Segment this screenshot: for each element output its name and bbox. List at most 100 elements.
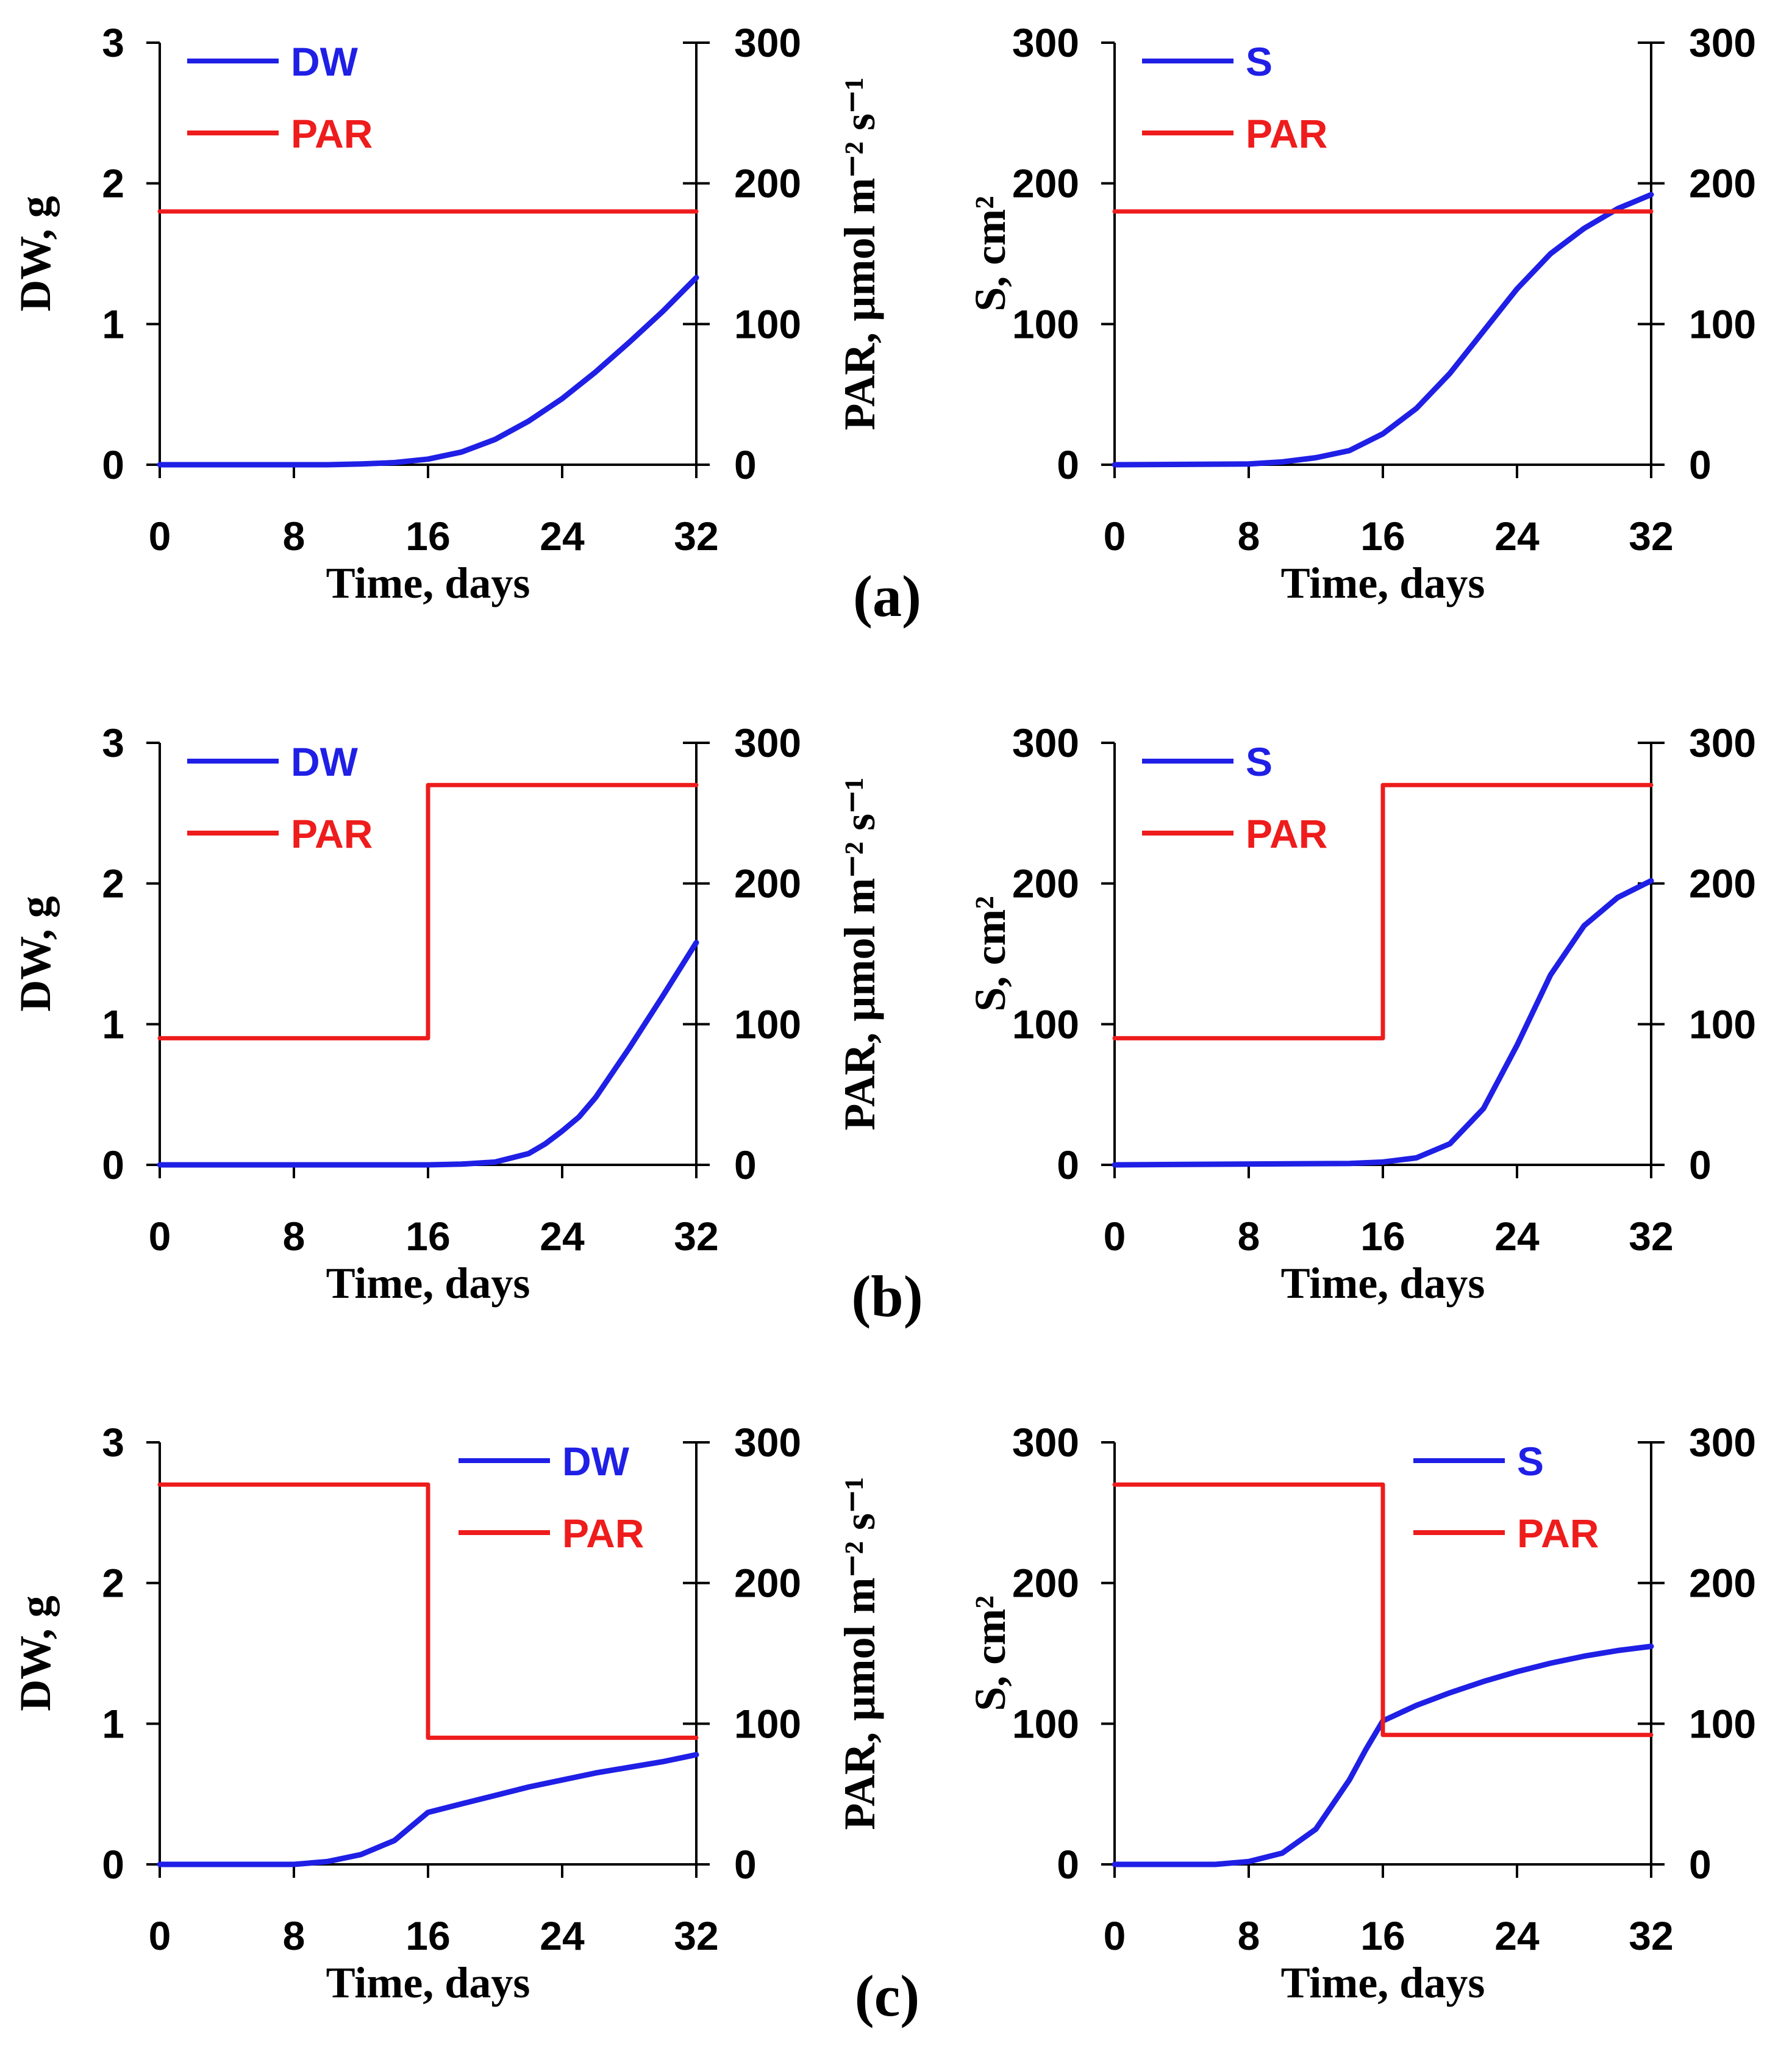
x-tick-label: 0	[149, 514, 171, 559]
x-tick-label: 8	[283, 1214, 305, 1259]
chart-panel-3: 0 8 16 24 32 0 1 2 3 0 100 200 300 Time, days DW, g PAR…	[11, 720, 884, 1308]
x-axis-title: Time, days	[326, 1958, 530, 2007]
y2-axis-title: PAR, µmol m⁻² s⁻¹	[835, 77, 884, 430]
legend-label: PAR	[291, 811, 373, 856]
x-tick-label: 16	[1360, 1214, 1405, 1259]
y-tick-label: 2	[102, 861, 124, 906]
series-line-s	[1112, 1644, 1654, 1867]
x-axis-title: Time, days	[1281, 1259, 1485, 1308]
y-tick-label: 3	[102, 1420, 124, 1465]
y-tick-label: 2	[102, 161, 124, 206]
y-axis-title: S, cm²	[966, 196, 1015, 312]
y-axis-title: DW, g	[11, 196, 60, 311]
series-line-par	[157, 1482, 699, 1740]
panel-label: (a)	[853, 564, 921, 629]
legend-label: PAR	[1246, 811, 1327, 856]
y2-tick-label: 200	[734, 861, 801, 906]
chart-panel-4: 0 8 16 24 32 0 100 200 300 0 100 200 300 Time, days S,…	[966, 720, 1792, 1308]
legend-label: DW	[291, 39, 359, 84]
y2-tick-label: 0	[1689, 442, 1712, 487]
y-tick-label: 2	[102, 1561, 124, 1606]
x-tick-label: 24	[1494, 514, 1540, 559]
y-tick-label: 100	[1012, 301, 1079, 346]
series-line-par	[1112, 782, 1654, 1040]
x-axis-title: Time, days	[1281, 1958, 1485, 2007]
y2-tick-label: 0	[1689, 1842, 1712, 1887]
y2-tick-label: 100	[734, 1001, 801, 1047]
x-tick-label: 0	[1104, 1214, 1126, 1259]
x-tick-label: 32	[674, 1913, 718, 1958]
y-tick-label: 0	[1057, 442, 1079, 487]
y2-axis-title: PAR, µmol m⁻² s⁻¹	[835, 777, 884, 1130]
series-line-dw	[157, 274, 699, 468]
y-tick-label: 300	[1012, 720, 1079, 765]
y2-tick-label: 300	[734, 20, 801, 65]
y2-tick-label: 0	[1689, 1142, 1712, 1187]
y2-tick-label: 200	[1689, 161, 1756, 206]
legend-label: S	[1246, 39, 1273, 84]
x-tick-label: 32	[674, 514, 718, 559]
y2-tick-label: 200	[734, 161, 801, 206]
series-line-dw	[157, 940, 699, 1168]
y-tick-label: 1	[102, 1001, 124, 1047]
y2-tick-label: 300	[1689, 720, 1756, 765]
x-tick-label: 24	[1494, 1214, 1540, 1259]
legend-label: PAR	[1246, 111, 1327, 156]
y2-tick-label: 200	[1689, 861, 1756, 906]
y-tick-label: 0	[1057, 1842, 1079, 1887]
x-axis-title: Time, days	[326, 1259, 530, 1308]
legend-label: PAR	[1517, 1511, 1599, 1556]
legend-label: DW	[562, 1439, 630, 1484]
y-tick-label: 3	[102, 720, 124, 765]
y2-axis-title: PAR, µmol m⁻² s⁻¹	[1790, 1477, 1792, 1830]
x-tick-label: 16	[1360, 514, 1405, 559]
x-tick-label: 16	[405, 1913, 450, 1958]
y-tick-label: 200	[1012, 161, 1079, 206]
y2-tick-label: 0	[734, 1842, 757, 1887]
y2-tick-label: 0	[734, 442, 757, 487]
y2-tick-label: 100	[1689, 1701, 1756, 1746]
x-tick-label: 24	[540, 1214, 585, 1259]
y-tick-label: 100	[1012, 1701, 1079, 1746]
legend-label: PAR	[291, 111, 373, 156]
x-tick-label: 32	[1629, 1913, 1673, 1958]
chart-panel-2: 0 8 16 24 32 0 100 200 300 0 100 200 300 Time, days S,…	[966, 20, 1792, 607]
series-line-par	[1112, 1482, 1654, 1738]
x-tick-label: 24	[540, 1913, 585, 1958]
y-tick-label: 1	[102, 1701, 124, 1746]
y2-tick-label: 200	[734, 1561, 801, 1606]
panel-label: (c)	[855, 1963, 920, 2028]
y2-tick-label: 300	[734, 720, 801, 765]
y2-axis-title: PAR, µmol m⁻² s⁻¹	[1790, 777, 1792, 1130]
chart-panel-1: 0 8 16 24 32 0 1 2 3 0 100 200 300 Time, days DW, g PAR…	[11, 20, 884, 607]
y2-tick-label: 300	[1689, 1420, 1756, 1465]
x-tick-label: 8	[283, 514, 305, 559]
x-tick-label: 0	[1104, 514, 1126, 559]
series-line-dw	[157, 1752, 699, 1867]
series-line-s	[1112, 191, 1654, 468]
x-tick-label: 8	[1238, 1214, 1260, 1259]
y-tick-label: 200	[1012, 1561, 1079, 1606]
y2-axis-title: PAR, µmol m⁻² s⁻¹	[1790, 77, 1792, 430]
x-tick-label: 16	[405, 514, 450, 559]
panel-label: (b)	[851, 1264, 923, 1329]
x-tick-label: 24	[540, 514, 585, 559]
y2-tick-label: 300	[734, 1420, 801, 1465]
chart-panel-6: 0 8 16 24 32 0 100 200 300 0 100 200 300 Time, days S,…	[966, 1420, 1792, 2007]
x-tick-label: 32	[1629, 514, 1673, 559]
y-tick-label: 0	[1057, 1142, 1079, 1187]
y-tick-label: 3	[102, 20, 124, 65]
y-tick-label: 0	[102, 1142, 124, 1187]
legend-label: S	[1246, 739, 1273, 784]
x-tick-label: 16	[405, 1214, 450, 1259]
x-tick-label: 16	[1360, 1913, 1405, 1958]
y2-tick-label: 100	[1689, 301, 1756, 346]
legend-label: DW	[291, 739, 359, 784]
y2-tick-label: 300	[1689, 20, 1756, 65]
x-tick-label: 8	[1238, 514, 1260, 559]
legend-label: S	[1517, 1439, 1544, 1484]
x-tick-label: 8	[283, 1913, 305, 1958]
y-tick-label: 300	[1012, 20, 1079, 65]
y2-tick-label: 100	[1689, 1001, 1756, 1047]
